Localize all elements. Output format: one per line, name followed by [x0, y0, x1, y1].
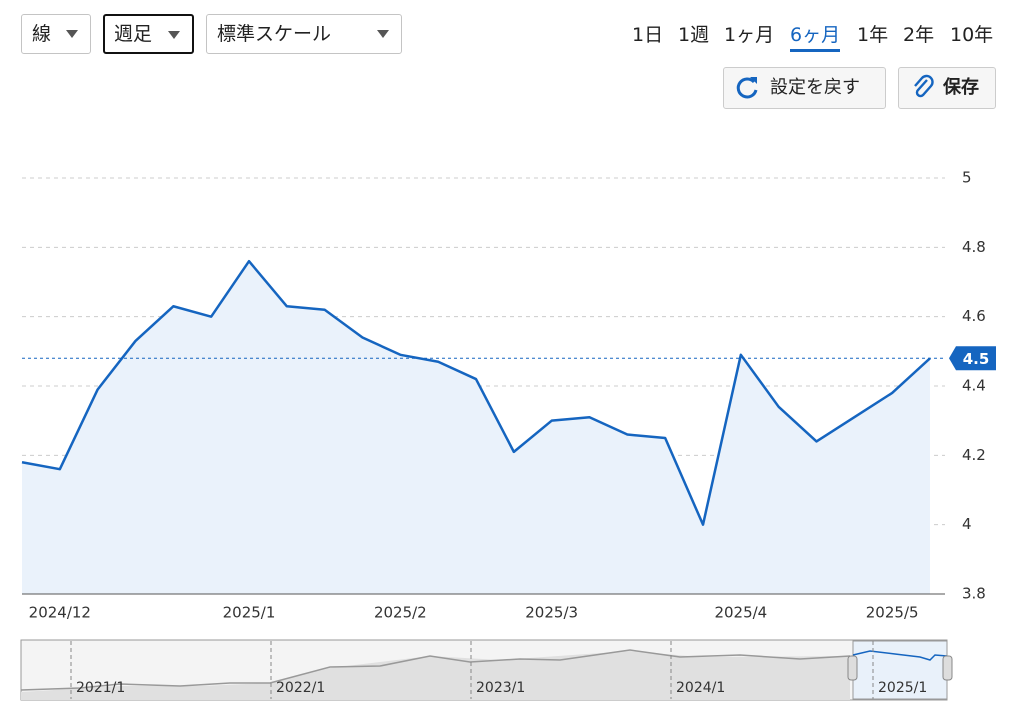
navigator-label: 2022/1: [276, 680, 325, 696]
reset-icon: [736, 77, 758, 99]
navigator-label: 2023/1: [476, 680, 525, 696]
current-label: 4.5: [963, 350, 990, 368]
save-button[interactable]: 保存: [898, 67, 996, 109]
y-tick-label: 4.2: [962, 446, 986, 464]
x-tick-label: 2025/2: [374, 604, 427, 622]
label: 線: [32, 23, 52, 45]
chart-type-dropdown[interactable]: 線: [21, 14, 91, 54]
x-tick-label: 2025/5: [866, 604, 919, 622]
range-2y[interactable]: 2年: [903, 24, 935, 46]
scale-dropdown[interactable]: 標準スケール: [206, 14, 402, 54]
x-tick-label: 2024/12: [29, 604, 91, 622]
y-tick-label: 4.6: [962, 307, 986, 325]
range-1y[interactable]: 1年: [857, 24, 889, 46]
y-tick-label: 5: [962, 169, 972, 187]
interval-dropdown[interactable]: 週足: [103, 14, 194, 54]
y-tick-label: 4: [962, 515, 972, 533]
navigator-label: 2024/1: [676, 680, 725, 696]
range-1m[interactable]: 1ヶ月: [724, 24, 775, 46]
price-line: [21, 259, 931, 526]
x-tick-label: 2025/3: [525, 604, 578, 622]
reset-button[interactable]: 設定を戻す: [723, 67, 886, 109]
clip-icon: [914, 74, 934, 98]
x-tick-label: 2025/1: [223, 604, 276, 622]
range-1d[interactable]: 1日: [632, 24, 664, 46]
y-tick-label: 4.8: [962, 238, 986, 256]
navigator-line: [20, 649, 851, 691]
navigator-handle[interactable]: [942, 655, 953, 681]
navigator-label: 2021/1: [76, 680, 125, 696]
x-tick-label: 2025/4: [714, 604, 767, 622]
label: 週足: [114, 23, 153, 45]
current-badge: [949, 346, 996, 371]
y-tick-label: 3.8: [962, 585, 986, 603]
range-6m[interactable]: 6ヶ月: [790, 20, 841, 52]
label: 標準スケール: [217, 23, 332, 45]
range-1w[interactable]: 1週: [678, 24, 710, 46]
label: 設定を戻す: [770, 77, 860, 98]
label: 保存: [943, 77, 979, 98]
range-10y[interactable]: 10年: [950, 24, 994, 46]
navigator-handle[interactable]: [847, 655, 858, 681]
area: [22, 261, 930, 594]
navigator-window-line: [852, 650, 948, 661]
navigator-label: 2025/1: [878, 680, 927, 696]
navigator-area: [21, 651, 850, 700]
y-tick-label: 4.4: [962, 377, 986, 395]
